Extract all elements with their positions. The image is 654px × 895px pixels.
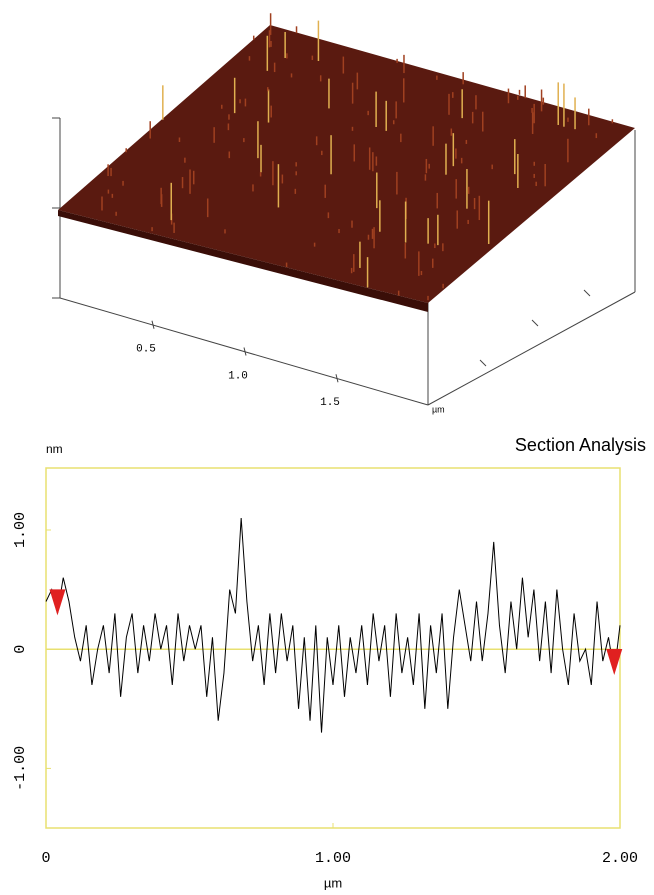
- chart-title: Section Analysis: [515, 435, 646, 455]
- box-edge: [427, 291, 636, 406]
- x-tick-label: 1.5: [320, 397, 340, 409]
- x-tick-label: 0.5: [136, 344, 156, 356]
- x-tick-label: 1.0: [228, 370, 248, 382]
- y-axis-label: nm: [46, 442, 63, 456]
- surface-3d: 0.5 1.0 1.5 µm: [52, 13, 636, 414]
- x-unit: µm: [432, 404, 445, 414]
- y-tick-label: 0: [12, 645, 29, 654]
- plot-frame: [45, 467, 621, 829]
- cursor-marker: [606, 649, 623, 676]
- surface-top: [58, 25, 635, 303]
- section-chart: Section Analysis nm µm -1.00 0 1.00 0 1.00 2.00: [12, 435, 646, 891]
- box-tick: [531, 319, 539, 327]
- box-edge: [59, 297, 429, 406]
- x-axis-label: µm: [324, 875, 342, 890]
- y-tick-label: -1.00: [12, 746, 29, 791]
- x-tick-label: 1.00: [315, 850, 351, 867]
- x-tick-label: 0: [41, 850, 50, 867]
- box-tick: [583, 289, 591, 297]
- surface: 0.5 1.0 1.5 µm: [58, 13, 635, 414]
- y-tick-label: 1.00: [12, 512, 29, 548]
- box-tick: [479, 359, 487, 367]
- profile-line: [45, 518, 621, 733]
- x-tick: [151, 320, 155, 329]
- x-tick: [243, 347, 247, 356]
- x-tick-label: 2.00: [602, 850, 638, 867]
- x-tick: [335, 374, 339, 383]
- cursor-marker: [49, 589, 66, 616]
- surface-front: [58, 210, 428, 312]
